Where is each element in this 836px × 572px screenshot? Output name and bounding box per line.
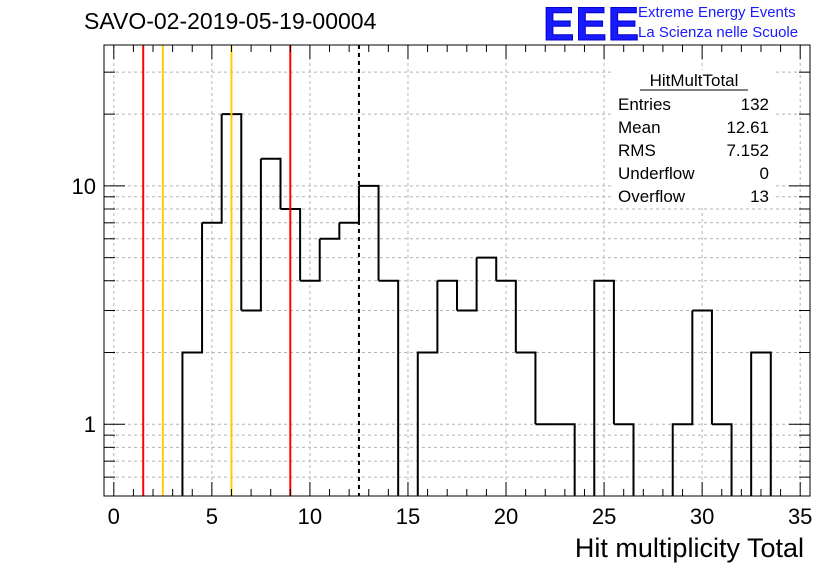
x-tick-label: 10 (298, 504, 322, 529)
eee-logo: EEE Extreme Energy Events La Scienza nel… (542, 0, 833, 51)
histogram-bin (300, 238, 321, 282)
histogram-bin (280, 207, 302, 281)
x-tick-label: 25 (592, 504, 616, 529)
histogram-bin (339, 185, 360, 224)
stats-label: Underflow (618, 164, 695, 183)
y-tick-label: 1 (84, 412, 96, 437)
stats-value: 7.152 (726, 141, 769, 160)
histogram-bin (319, 222, 341, 240)
histogram-bin (221, 113, 243, 311)
stats-value: 12.61 (726, 118, 769, 137)
page-title: SAVO-02-2019-05-19-00004 (84, 8, 377, 34)
stats-title: HitMultTotal (650, 71, 739, 90)
x-tick-label: 0 (108, 504, 120, 529)
histogram-bin (260, 157, 282, 209)
histogram-bin (671, 310, 694, 496)
x-tick-label: 15 (396, 504, 420, 529)
histogram-bin (515, 351, 537, 425)
histogram-bin (202, 114, 223, 224)
stats-box: HitMultTotal Entries 132 Mean 12.61 RMS 7.152… (612, 70, 776, 208)
histogram-bin (593, 279, 615, 496)
histogram-bin (437, 279, 458, 311)
histogram-bin (416, 280, 439, 496)
stats-label: Entries (618, 95, 671, 114)
histogram-bin (555, 423, 576, 496)
logo-line-1: Extreme Energy Events (638, 4, 796, 21)
stats-box-frame (612, 70, 776, 208)
logo-line-2: La Scienza nelle Scuole (638, 24, 799, 41)
histogram-bin (711, 423, 733, 496)
stats-label: Mean (618, 118, 661, 137)
histogram-bin (358, 184, 380, 281)
histogram-bin (457, 257, 478, 312)
histogram-bin (613, 423, 635, 496)
histogram-bin (692, 309, 713, 425)
stats-value: 13 (750, 187, 769, 206)
logo-letters: EEE (542, 0, 641, 51)
x-tick-label: 5 (206, 504, 218, 529)
x-axis-title: Hit multiplicity Total (574, 533, 804, 563)
axis-ticks: 0 5 10 15 20 25 30 35 1 10 (72, 45, 812, 529)
histogram-bin (496, 279, 517, 353)
x-tick-label: 30 (690, 504, 714, 529)
plot-frame (103, 44, 811, 497)
x-tick-label: 20 (494, 504, 518, 529)
histogram-bin (476, 256, 498, 281)
x-tick-label: 35 (788, 504, 812, 529)
histogram-bin (378, 279, 400, 496)
y-tick-label: 10 (72, 174, 96, 199)
histogram-bin (241, 158, 262, 312)
stats-rows: Entries 132 Mean 12.61 RMS 7.152 Underflow 0 Ove… (618, 95, 769, 206)
stats-label: Overflow (618, 187, 686, 206)
stats-value: 132 (741, 95, 769, 114)
reference-lines (142, 45, 360, 496)
stats-value: 0 (760, 164, 769, 183)
histogram-bin (750, 351, 772, 496)
histogram-bin (181, 222, 204, 496)
stats-label: RMS (618, 141, 656, 160)
